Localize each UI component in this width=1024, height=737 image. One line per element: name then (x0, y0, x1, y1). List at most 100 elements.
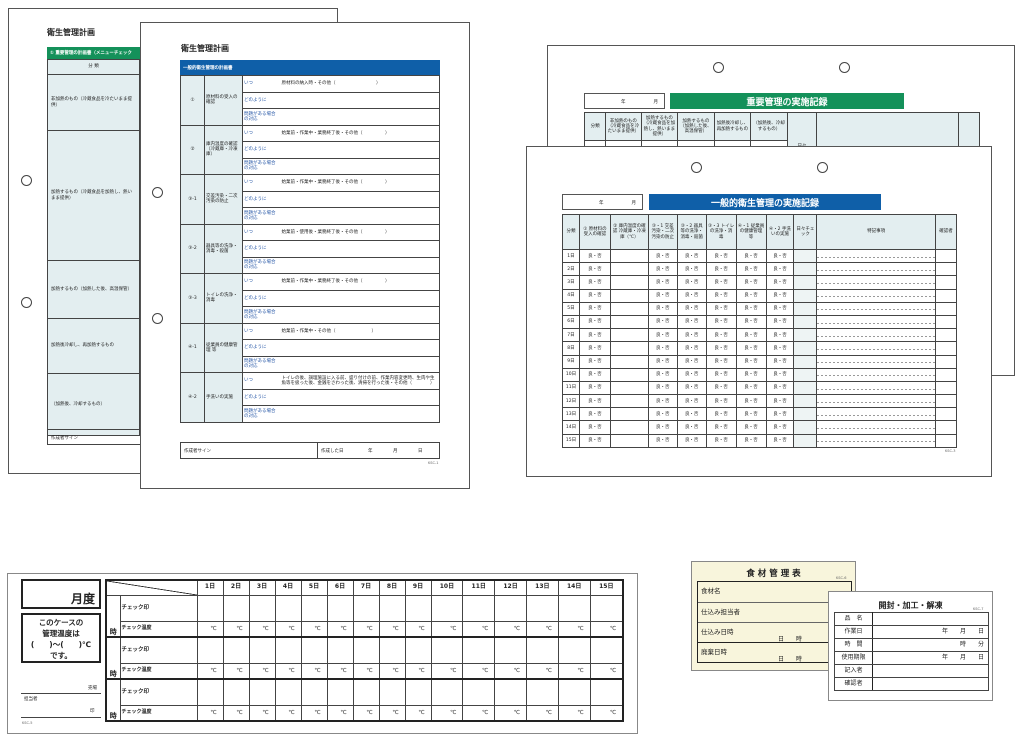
ok-ng-cell[interactable]: 良・否 (765, 301, 795, 316)
entry-field[interactable] (280, 355, 440, 373)
ok-ng-cell[interactable]: 良・否 (647, 367, 678, 382)
check-temp-cell[interactable]: ℃ (589, 662, 624, 680)
ok-ng-cell[interactable]: 良・否 (578, 380, 611, 396)
check-temp-cell[interactable]: ℃ (378, 704, 406, 722)
ok-ng-cell[interactable]: 良・否 (705, 380, 737, 396)
ok-ng-cell[interactable]: 良・否 (735, 433, 767, 448)
check-seal-cell[interactable] (525, 594, 559, 622)
check-seal-cell[interactable] (378, 636, 406, 664)
check-seal-cell[interactable] (326, 636, 354, 664)
ok-ng-cell[interactable]: 良・否 (765, 380, 795, 396)
check-seal-cell[interactable] (404, 636, 432, 664)
ok-ng-cell[interactable]: 良・否 (578, 367, 611, 382)
check-temp-cell[interactable]: ℃ (557, 704, 591, 722)
entry-cell[interactable] (793, 328, 818, 343)
open-card-value[interactable] (872, 612, 989, 626)
entry-field[interactable] (280, 108, 440, 126)
ok-ng-cell[interactable]: 良・否 (647, 248, 678, 264)
ok-ng-cell[interactable]: 良・否 (647, 341, 678, 356)
entry-cell[interactable] (816, 262, 936, 277)
entry-cell[interactable] (934, 380, 958, 396)
entry-field[interactable] (280, 207, 440, 225)
food-card-row[interactable]: 仕込み担当者 (698, 602, 851, 622)
entry-cell[interactable] (934, 354, 958, 369)
entry-cell[interactable] (609, 354, 649, 369)
entry-field[interactable] (280, 306, 440, 324)
entry-cell[interactable] (816, 407, 936, 422)
check-seal-cell[interactable] (462, 594, 496, 622)
entry-cell[interactable] (609, 380, 649, 396)
entry-cell[interactable] (816, 367, 936, 382)
entry-cell[interactable] (816, 433, 936, 448)
ok-ng-cell[interactable]: 良・否 (647, 433, 678, 448)
check-seal-cell[interactable] (274, 678, 302, 706)
ok-ng-cell[interactable]: 良・否 (765, 328, 795, 343)
entry-cell[interactable] (793, 354, 818, 369)
ok-ng-cell[interactable]: 良・否 (578, 275, 611, 290)
entry-cell[interactable] (934, 433, 958, 448)
ok-ng-cell[interactable]: 良・否 (578, 341, 611, 356)
ok-ng-cell[interactable]: 良・否 (735, 354, 767, 369)
ok-ng-cell[interactable]: 良・否 (735, 262, 767, 277)
check-temp-cell[interactable]: ℃ (300, 662, 328, 680)
ok-ng-cell[interactable]: 良・否 (735, 394, 767, 409)
entry-cell[interactable] (816, 420, 936, 435)
check-seal-cell[interactable] (326, 594, 354, 622)
ok-ng-cell[interactable]: 良・否 (735, 420, 767, 435)
ok-ng-cell[interactable]: 良・否 (765, 367, 795, 382)
check-seal-cell[interactable] (274, 594, 302, 622)
ok-ng-cell[interactable]: 良・否 (676, 420, 707, 435)
open-card-value[interactable]: 年 月 日 (872, 651, 989, 665)
check-temp-cell[interactable]: ℃ (404, 662, 432, 680)
ok-ng-cell[interactable]: 良・否 (765, 420, 795, 435)
check-seal-cell[interactable] (430, 678, 464, 706)
ok-ng-cell[interactable]: 良・否 (735, 288, 767, 303)
check-seal-cell[interactable] (352, 594, 380, 622)
ok-ng-cell[interactable]: 良・否 (676, 354, 707, 369)
entry-cell[interactable] (609, 262, 649, 277)
entry-cell[interactable] (793, 248, 818, 264)
ok-ng-cell[interactable]: 良・否 (765, 354, 795, 369)
entry-field[interactable] (280, 157, 440, 175)
check-seal-cell[interactable] (300, 678, 328, 706)
check-seal-cell[interactable] (557, 636, 591, 664)
food-card-row[interactable]: 廃棄日時日 時 (698, 642, 851, 663)
entry-cell[interactable] (793, 262, 818, 277)
ok-ng-cell[interactable]: 良・否 (676, 407, 707, 422)
ok-ng-cell[interactable]: 良・否 (735, 380, 767, 396)
entry-cell[interactable] (816, 328, 936, 343)
check-seal-cell[interactable] (589, 636, 624, 664)
entry-cell[interactable] (609, 248, 649, 264)
entry-cell[interactable] (793, 407, 818, 422)
entry-cell[interactable] (816, 380, 936, 396)
check-temp-cell[interactable]: ℃ (274, 662, 302, 680)
check-temp-cell[interactable]: ℃ (300, 620, 328, 638)
ok-ng-cell[interactable]: 良・否 (735, 328, 767, 343)
check-temp-cell[interactable]: ℃ (525, 620, 559, 638)
ok-ng-cell[interactable]: 良・否 (735, 275, 767, 290)
ok-ng-cell[interactable]: 良・否 (765, 394, 795, 409)
entry-field[interactable] (280, 405, 440, 423)
entry-field[interactable] (280, 91, 440, 109)
ok-ng-cell[interactable]: 良・否 (765, 314, 795, 330)
check-temp-cell[interactable]: ℃ (430, 620, 464, 638)
ok-ng-cell[interactable]: 良・否 (735, 314, 767, 330)
check-temp-cell[interactable]: ℃ (196, 620, 224, 638)
check-seal-cell[interactable] (222, 678, 250, 706)
check-temp-cell[interactable]: ℃ (196, 662, 224, 680)
check-seal-cell[interactable] (378, 678, 406, 706)
check-temp-cell[interactable]: ℃ (352, 662, 380, 680)
entry-cell[interactable] (609, 433, 649, 448)
entry-cell[interactable] (609, 328, 649, 343)
entry-cell[interactable] (816, 341, 936, 356)
check-seal-cell[interactable] (196, 636, 224, 664)
ok-ng-cell[interactable]: 良・否 (578, 420, 611, 435)
ok-ng-cell[interactable]: 良・否 (705, 275, 737, 290)
entry-cell[interactable] (609, 314, 649, 330)
check-seal-cell[interactable] (300, 594, 328, 622)
entry-cell[interactable] (793, 288, 818, 303)
entry-cell[interactable] (934, 367, 958, 382)
check-seal-cell[interactable] (430, 636, 464, 664)
entry-cell[interactable] (609, 288, 649, 303)
check-temp-cell[interactable]: ℃ (589, 704, 624, 722)
